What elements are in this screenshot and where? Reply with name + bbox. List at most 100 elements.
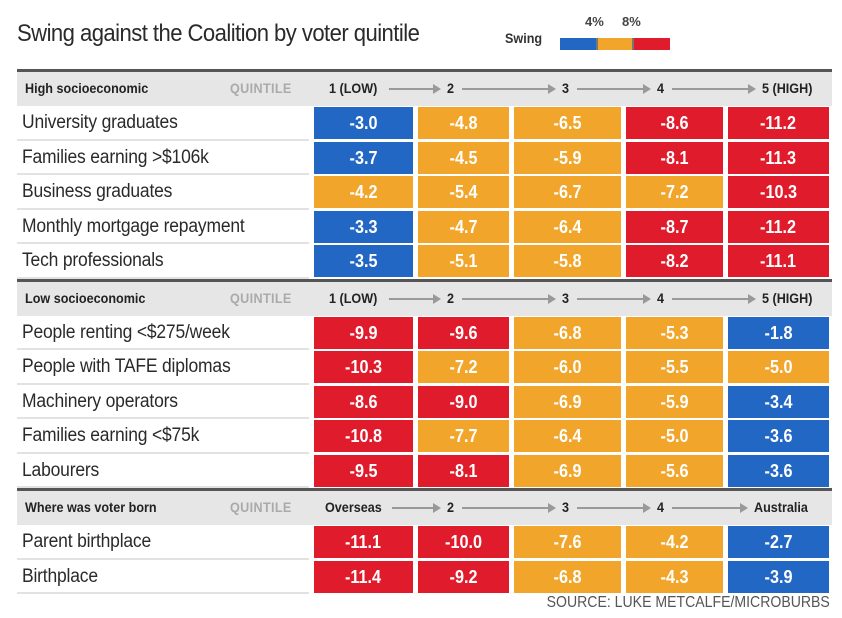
row-divider [17, 592, 309, 594]
value-cell: -4.2 [626, 526, 723, 558]
value-label: -10.0 [445, 532, 482, 552]
value-label: -11.2 [760, 216, 797, 237]
value-cell: -9.2 [418, 560, 509, 593]
value-cell: -2.7 [728, 526, 829, 558]
table-row: University graduates -3.0 -4.8 -6.5 -8.6 -11.… [17, 106, 832, 141]
value-label: -5.5 [660, 357, 689, 377]
value-cell: -8.6 [626, 107, 723, 139]
value-cell: -10.0 [418, 526, 509, 558]
value-cell: -7.2 [418, 351, 509, 383]
column-header: 1 (LOW) [329, 80, 378, 96]
table-row: People with TAFE diplomas -10.3 -7.2 -6.0 -5… [17, 350, 832, 385]
value-label: -8.7 [660, 216, 689, 237]
value-cell: -6.4 [514, 210, 621, 243]
table-row: Tech professionals -3.5 -5.1 -5.8 -8.2 -11.1 [17, 244, 832, 279]
value-label: -8.6 [660, 113, 689, 133]
value-label: -4.3 [660, 566, 689, 587]
value-cell: -5.0 [626, 420, 723, 452]
column-header: 4 [657, 499, 665, 515]
row-label: Tech professionals [22, 250, 164, 271]
legend-label: Swing [505, 30, 543, 46]
table-row: Monthly mortgage repayment -3.3 -4.7 -6.4 -8… [17, 210, 832, 244]
arrow-icon [388, 293, 442, 304]
value-cell: -4.2 [314, 176, 413, 208]
value-label: -6.4 [553, 426, 582, 446]
value-cell: -3.0 [314, 107, 413, 139]
row-divider [17, 242, 309, 244]
value-cell: -5.5 [626, 351, 723, 383]
row-divider [17, 557, 309, 560]
value-label: -5.9 [660, 391, 689, 412]
arrow-icon [577, 84, 651, 94]
row-divider [17, 138, 309, 141]
value-label: -11.1 [345, 532, 382, 552]
quintile-label: QUINTILE [230, 499, 292, 515]
row-divider [17, 451, 309, 454]
arrow-icon [462, 503, 556, 513]
column-header: Australia [754, 499, 809, 515]
value-cell: -11.4 [314, 560, 413, 593]
value-label: -5.6 [660, 460, 689, 481]
value-cell: -5.4 [418, 176, 509, 208]
table-row: Labourers -9.5 -8.1 -6.9 -5.6 -3.6 [17, 454, 832, 488]
value-cell: -11.3 [728, 141, 829, 174]
arrow-icon [672, 84, 757, 94]
value-cell: -6.5 [514, 107, 621, 139]
value-label: -3.6 [764, 460, 793, 481]
row-label: People renting <$275/week [22, 321, 230, 343]
value-label: -7.2 [660, 182, 689, 202]
value-cell: -9.0 [418, 385, 509, 418]
value-cell: -6.0 [514, 351, 621, 383]
value-cell: -4.5 [418, 141, 509, 174]
value-cell: -9.9 [314, 316, 413, 349]
value-cell: -5.0 [728, 351, 829, 383]
value-cell: -3.3 [314, 210, 413, 243]
value-label: -9.9 [349, 322, 378, 343]
swing-table: High socioeconomic QUINTILE 1 (LOW) 2 3 4 5 (H… [17, 69, 832, 594]
value-cell: -3.5 [314, 245, 413, 277]
value-cell: -5.9 [514, 141, 621, 174]
value-cell: -3.6 [728, 454, 829, 487]
value-label: -3.0 [349, 113, 378, 133]
value-cell: -5.3 [626, 316, 723, 349]
row-label: People with TAFE diplomas [22, 356, 231, 377]
table-row: Business graduates -4.2 -5.4 -6.7 -7.2 -10.3 [17, 175, 832, 210]
value-label: -3.3 [349, 216, 378, 237]
value-label: -10.3 [760, 182, 797, 202]
value-label: -5.0 [660, 426, 689, 446]
value-label: -10.8 [345, 426, 382, 446]
value-cell: -8.1 [626, 141, 723, 174]
legend-tick-8: 8% [622, 14, 641, 29]
legend-swatch-low [560, 38, 596, 50]
value-cell: -7.2 [626, 176, 723, 208]
value-cell: -10.3 [314, 351, 413, 383]
value-cell: -6.4 [514, 420, 621, 452]
chart-title: Swing against the Coalition by voter qui… [17, 20, 420, 47]
quintile-label: QUINTILE [230, 80, 292, 96]
value-label: -11.1 [760, 251, 797, 271]
value-label: -9.6 [449, 322, 478, 343]
arrow-icon [462, 84, 556, 94]
column-header: 5 (HIGH) [762, 80, 813, 96]
value-label: -6.0 [553, 357, 582, 377]
arrow-icon [392, 503, 441, 513]
legend-tick-4: 4% [585, 14, 604, 29]
arrow-icon [388, 84, 442, 94]
legend-divider-4 [596, 38, 598, 50]
value-cell: -3.7 [314, 141, 413, 174]
row-label: Labourers [22, 459, 100, 481]
value-label: -9.5 [349, 460, 378, 481]
row-label: Birthplace [22, 565, 98, 587]
value-label: -8.1 [660, 147, 689, 168]
value-label: -4.2 [660, 532, 689, 552]
value-cell: -1.8 [728, 316, 829, 349]
column-header: 3 [562, 289, 570, 306]
value-cell: -6.9 [514, 385, 621, 418]
table-row: Families earning <$75k -10.8 -7.7 -6.4 -5.0 -… [17, 419, 832, 454]
column-header: 5 (HIGH) [762, 289, 813, 306]
row-divider [17, 348, 309, 350]
value-cell: -5.6 [626, 454, 723, 487]
section-title: High socioeconomic [25, 80, 149, 96]
value-label: -11.3 [760, 147, 797, 168]
value-label: -6.8 [553, 566, 582, 587]
